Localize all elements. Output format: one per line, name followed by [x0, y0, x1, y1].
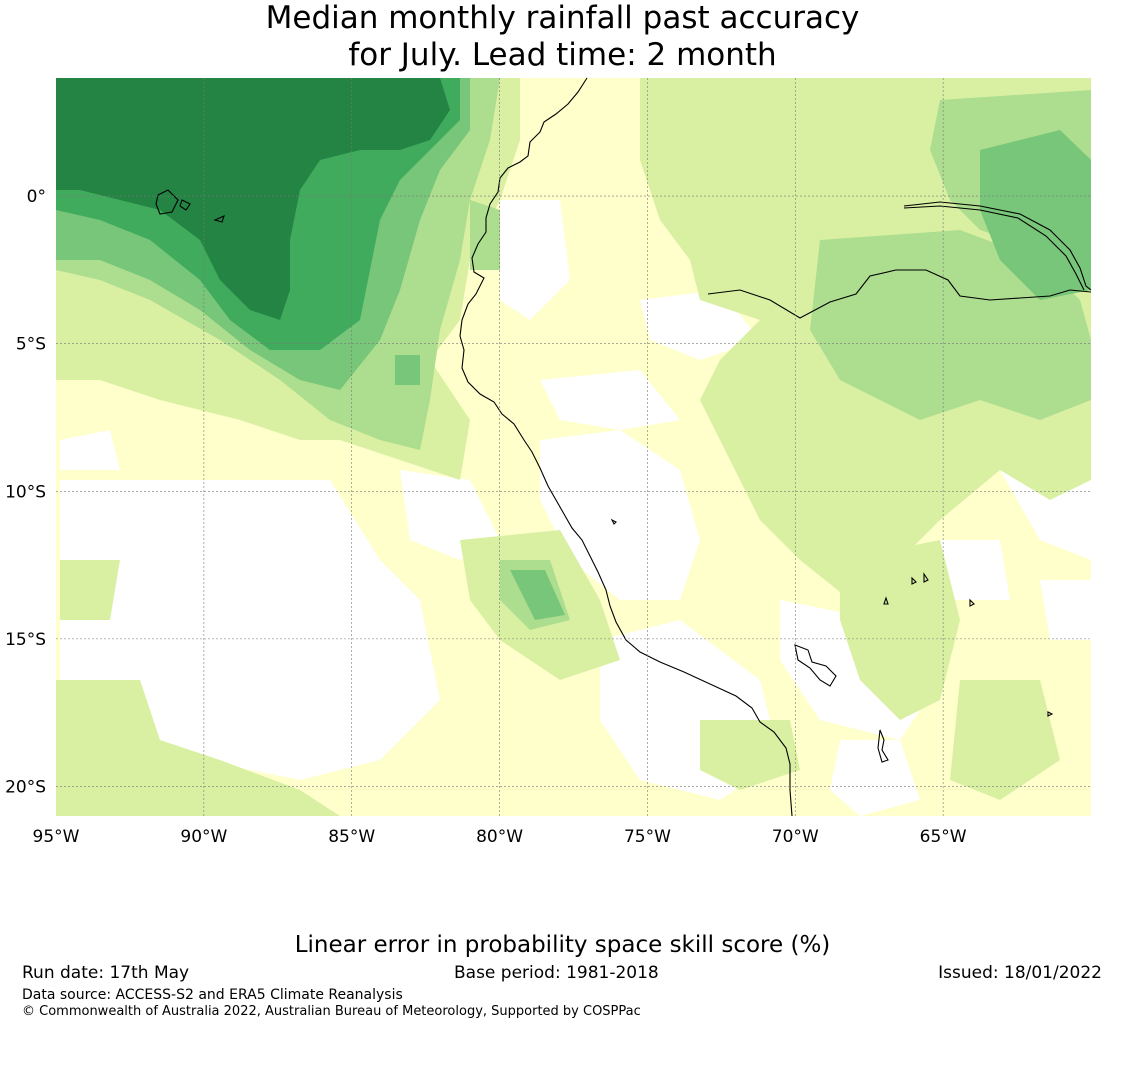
data-source: Data source: ACCESS-S2 and ERA5 Climate … [22, 987, 403, 1003]
map-area: 95°W 90°W 85°W 80°W 75°W 70°W 65°W 0° 5°S 10°S 15… [1, 77, 1121, 928]
run-date: Run date: 17th May [22, 963, 190, 983]
latitude-label: 0° [27, 187, 46, 207]
latitude-label: 5°S [16, 335, 46, 355]
latitude-label: 15°S [5, 630, 46, 650]
longitude-label: 65°W [920, 827, 967, 847]
latitude-labels: 0° 5°S 10°S 15°S 20°S [5, 187, 46, 797]
longitude-label: 80°W [476, 827, 523, 847]
coastline [155, 77, 1092, 817]
base-period: Base period: 1981-2018 [454, 963, 659, 983]
longitude-label: 95°W [33, 827, 80, 847]
latitude-label: 20°S [5, 777, 46, 797]
title-line-1: Median monthly rainfall past accuracy [265, 0, 860, 36]
longitude-label: 85°W [328, 827, 375, 847]
graticule [56, 78, 1091, 816]
issued-date: Issued: 18/01/2022 [938, 963, 1102, 983]
title-line-2: for July. Lead time: 2 month [348, 37, 777, 73]
longitude-label: 70°W [772, 827, 819, 847]
longitude-label: 90°W [180, 827, 227, 847]
copyright: © Commonwealth of Australia 2022, Austra… [22, 1004, 641, 1019]
latitude-label: 10°S [5, 482, 46, 502]
colorbar-label: Linear error in probability space skill … [294, 932, 831, 958]
skill-score-field [56, 78, 1091, 816]
longitude-label: 75°W [624, 827, 671, 847]
map-canvas: 95°W 90°W 85°W 80°W 75°W 70°W 65°W 0° 5°S 10°S 15… [1, 77, 1121, 928]
map-title: Median monthly rainfall past accuracy fo… [0, 0, 1125, 74]
longitude-labels: 95°W 90°W 85°W 80°W 75°W 70°W 65°W [33, 827, 967, 847]
